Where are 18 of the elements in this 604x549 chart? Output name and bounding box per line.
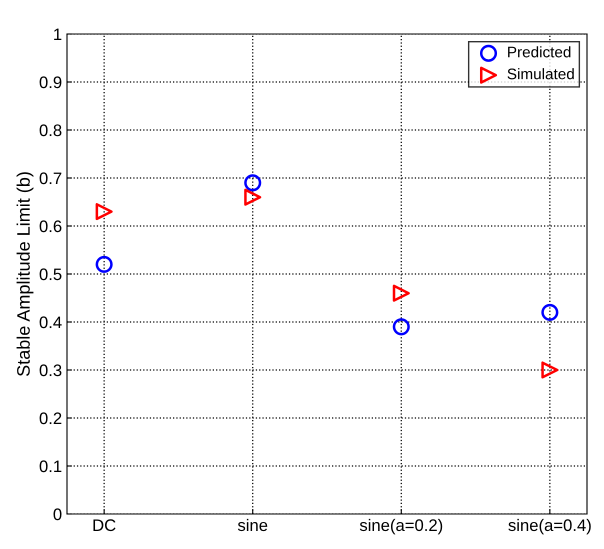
y-tick-label: 0.1	[40, 460, 62, 472]
x-tick-label: DC	[93, 519, 116, 532]
y-tick-label: 1	[54, 28, 62, 40]
y-tick-label: 0	[54, 508, 62, 520]
x-tick-label: sine	[238, 518, 268, 532]
y-axis-title: Stable Amplitude Limit (b)	[16, 172, 34, 376]
y-tick-label: 0.7	[40, 172, 62, 184]
x-tick-label: sine(a=0.2)	[360, 518, 442, 534]
y-tick-label: 0.5	[40, 268, 62, 280]
y-tick-label: 0.9	[40, 76, 62, 88]
y-tick-label: 0.3	[40, 364, 62, 376]
y-tick-label: 0.2	[40, 412, 62, 424]
x-tick-label: sine(a=0.4)	[508, 518, 591, 534]
legend-label: Predicted	[508, 46, 570, 58]
legend-label: Simulated	[508, 68, 574, 80]
y-tick-label: 0.6	[40, 220, 62, 232]
y-tick-label: 0.4	[40, 316, 62, 328]
y-tick-label: 0.8	[40, 124, 62, 136]
